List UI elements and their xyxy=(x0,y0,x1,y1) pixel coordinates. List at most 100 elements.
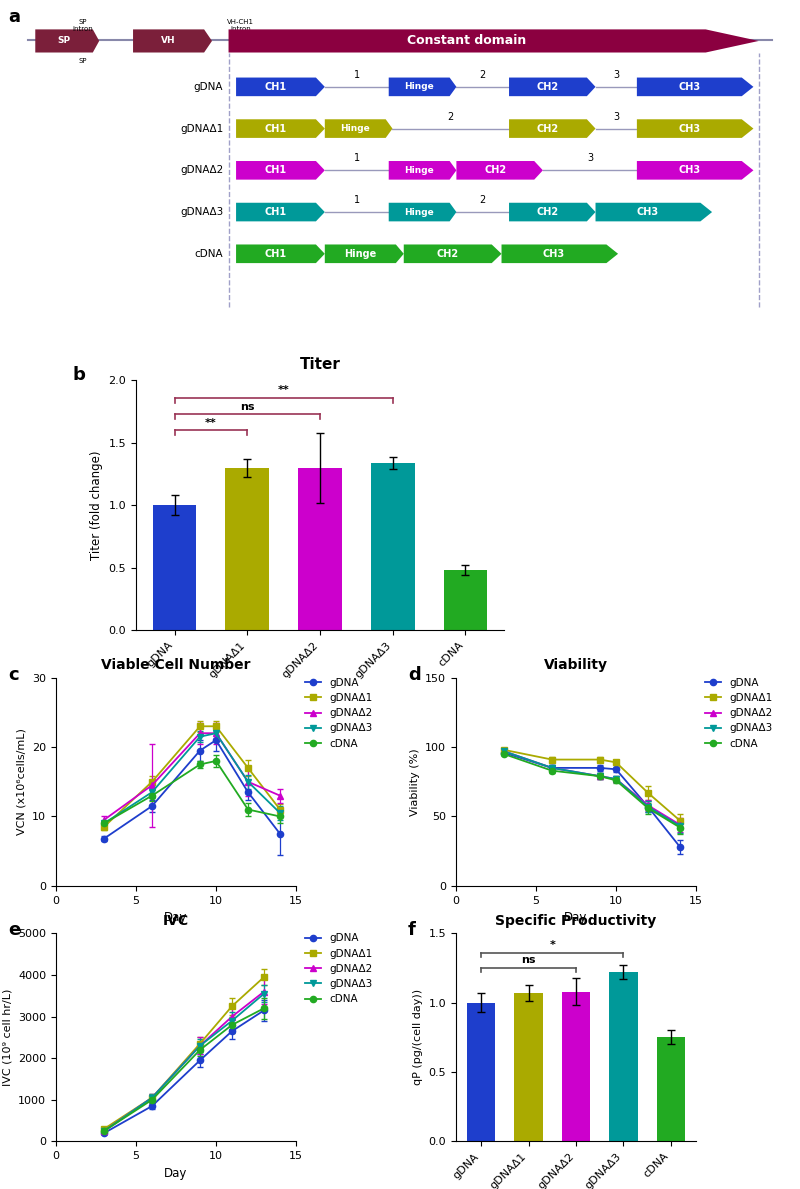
Polygon shape xyxy=(595,203,712,221)
Y-axis label: IVC (10⁹ cell hr/L): IVC (10⁹ cell hr/L) xyxy=(2,989,13,1086)
Text: e: e xyxy=(8,921,20,939)
Polygon shape xyxy=(236,203,325,221)
Text: VH: VH xyxy=(162,37,176,45)
Text: Hinge: Hinge xyxy=(340,124,370,133)
Bar xyxy=(153,505,196,630)
Polygon shape xyxy=(404,245,502,263)
Polygon shape xyxy=(509,77,595,96)
Text: gDNA: gDNA xyxy=(194,82,223,92)
Bar xyxy=(371,463,414,630)
Text: 2: 2 xyxy=(479,195,486,205)
Text: cDNA: cDNA xyxy=(194,249,223,259)
Text: 3: 3 xyxy=(613,112,619,121)
Polygon shape xyxy=(637,119,754,138)
Text: CH1: CH1 xyxy=(265,249,287,259)
Polygon shape xyxy=(236,119,325,138)
Text: gDNAΔ2: gDNAΔ2 xyxy=(180,165,223,175)
Polygon shape xyxy=(229,30,758,52)
Text: b: b xyxy=(72,366,85,384)
Text: a: a xyxy=(8,8,20,26)
Y-axis label: qP (pg/(cell day)): qP (pg/(cell day)) xyxy=(413,989,423,1086)
Text: 3: 3 xyxy=(613,70,619,80)
Text: f: f xyxy=(408,921,416,939)
Polygon shape xyxy=(509,203,595,221)
Legend: gDNA, gDNAΔ1, gDNAΔ2, gDNAΔ3, cDNA: gDNA, gDNAΔ1, gDNAΔ2, gDNAΔ3, cDNA xyxy=(301,930,376,1008)
Polygon shape xyxy=(389,161,456,180)
Title: IVC: IVC xyxy=(163,914,189,929)
Text: 3: 3 xyxy=(587,153,593,163)
Text: CH2: CH2 xyxy=(484,165,506,175)
Text: CH3: CH3 xyxy=(678,124,700,133)
Polygon shape xyxy=(236,245,325,263)
Bar xyxy=(610,973,638,1141)
Text: ns: ns xyxy=(240,402,254,411)
Text: CH2: CH2 xyxy=(437,249,459,259)
Text: Hinge: Hinge xyxy=(404,82,434,92)
Polygon shape xyxy=(35,30,99,52)
Text: Hinge: Hinge xyxy=(404,208,434,216)
Polygon shape xyxy=(325,245,404,263)
Y-axis label: Titer (fold change): Titer (fold change) xyxy=(90,451,103,560)
Polygon shape xyxy=(325,119,393,138)
Text: CH3: CH3 xyxy=(637,207,659,218)
Text: ns: ns xyxy=(522,955,536,965)
Polygon shape xyxy=(236,161,325,180)
Bar xyxy=(444,571,487,630)
Legend: gDNA, gDNAΔ1, gDNAΔ2, gDNAΔ3, cDNA: gDNA, gDNAΔ1, gDNAΔ2, gDNAΔ3, cDNA xyxy=(701,674,776,753)
Legend: gDNA, gDNAΔ1, gDNAΔ2, gDNAΔ3, cDNA: gDNA, gDNAΔ1, gDNAΔ2, gDNAΔ3, cDNA xyxy=(301,674,376,753)
Text: CH1: CH1 xyxy=(265,124,287,133)
Text: CH1: CH1 xyxy=(265,207,287,218)
Text: SP
intron: SP intron xyxy=(72,19,93,32)
Text: CH2: CH2 xyxy=(537,82,559,92)
Title: Viable Cell Number: Viable Cell Number xyxy=(102,659,250,673)
Polygon shape xyxy=(637,77,754,96)
Title: Viability: Viability xyxy=(544,659,608,673)
Polygon shape xyxy=(456,161,543,180)
Polygon shape xyxy=(502,245,618,263)
Text: CH2: CH2 xyxy=(537,207,559,218)
Bar xyxy=(562,992,590,1141)
Y-axis label: Viability (%): Viability (%) xyxy=(410,748,420,816)
Bar xyxy=(657,1037,685,1141)
X-axis label: Day: Day xyxy=(164,911,188,924)
Text: 1: 1 xyxy=(354,195,360,205)
Text: SP: SP xyxy=(58,37,70,45)
Text: CH2: CH2 xyxy=(537,124,559,133)
Text: CH3: CH3 xyxy=(543,249,565,259)
Text: **: ** xyxy=(278,385,290,396)
X-axis label: Day: Day xyxy=(564,911,588,924)
Text: 2: 2 xyxy=(448,112,454,121)
Polygon shape xyxy=(389,203,456,221)
Text: *: * xyxy=(550,940,555,950)
Bar xyxy=(226,467,269,630)
Text: Hinge: Hinge xyxy=(404,165,434,175)
Text: c: c xyxy=(8,666,18,684)
Text: d: d xyxy=(408,666,421,684)
Bar xyxy=(514,993,542,1141)
Text: **: ** xyxy=(205,417,217,428)
Bar xyxy=(467,1002,495,1141)
Text: gDNAΔ1: gDNAΔ1 xyxy=(180,124,223,133)
Text: 1: 1 xyxy=(354,153,360,163)
Text: Hinge: Hinge xyxy=(344,249,377,259)
Text: VH-CH1
intron: VH-CH1 intron xyxy=(227,19,254,32)
Text: 1: 1 xyxy=(354,70,360,80)
Y-axis label: VCN (x10⁶cells/mL): VCN (x10⁶cells/mL) xyxy=(17,729,26,835)
Polygon shape xyxy=(133,30,212,52)
Text: CH3: CH3 xyxy=(678,82,700,92)
Polygon shape xyxy=(389,77,456,96)
Text: SP: SP xyxy=(78,58,87,64)
Polygon shape xyxy=(637,161,754,180)
Text: CH3: CH3 xyxy=(678,165,700,175)
Polygon shape xyxy=(236,77,325,96)
Text: gDNAΔ3: gDNAΔ3 xyxy=(180,207,223,218)
Bar xyxy=(298,467,342,630)
Text: Constant domain: Constant domain xyxy=(407,34,526,48)
Title: Titer: Titer xyxy=(299,358,341,372)
Text: CH1: CH1 xyxy=(265,165,287,175)
Title: Specific Productivity: Specific Productivity xyxy=(495,914,657,929)
Text: 2: 2 xyxy=(479,70,486,80)
X-axis label: Day: Day xyxy=(164,1166,188,1179)
Text: CH1: CH1 xyxy=(265,82,287,92)
Polygon shape xyxy=(509,119,595,138)
